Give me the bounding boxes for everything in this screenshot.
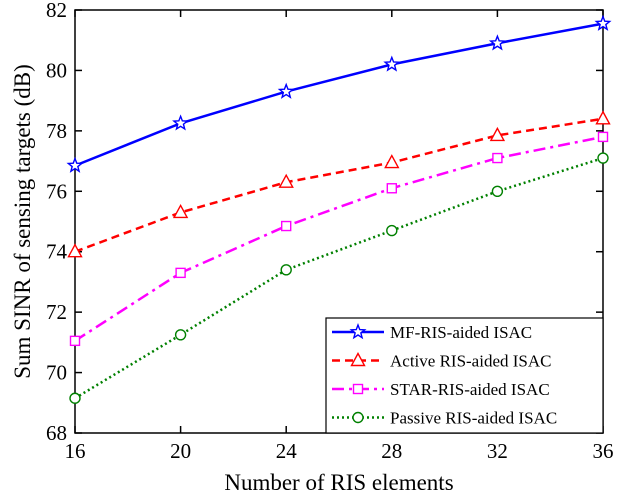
data-point	[66, 156, 84, 173]
x-tick-label: 16	[65, 439, 86, 463]
data-point	[277, 82, 295, 99]
series-2	[67, 110, 611, 258]
y-tick-label: 72	[46, 300, 67, 324]
legend-entry: STAR-RIS-aided ISAC	[332, 380, 550, 399]
y-tick-label: 76	[46, 179, 67, 203]
series-line	[74, 156, 604, 400]
x-tick-label: 24	[276, 439, 298, 463]
x-tick-label: 28	[381, 439, 402, 463]
series-group	[66, 14, 612, 404]
data-point	[595, 110, 611, 125]
legend-label: Passive RIS-aided ISAC	[390, 409, 557, 428]
y-tick-label: 68	[46, 421, 67, 445]
legend-box	[325, 317, 604, 434]
series-line	[74, 117, 604, 253]
series-3	[69, 131, 609, 347]
legend-marker	[350, 352, 366, 367]
data-point	[384, 154, 400, 169]
legend-entry: MF-RIS-aided ISAC	[332, 323, 532, 342]
data-point	[383, 55, 401, 72]
legend-marker	[349, 323, 367, 340]
data-point	[492, 152, 503, 164]
y-tick-label: 82	[46, 0, 67, 22]
legend-label: STAR-RIS-aided ISAC	[390, 380, 550, 399]
x-axis-title: Number of RIS elements	[224, 470, 453, 495]
series-line	[74, 135, 604, 342]
series-line	[74, 22, 604, 167]
x-tick-label: 36	[593, 439, 614, 463]
data-point	[69, 392, 81, 404]
data-point	[175, 267, 186, 279]
series-4	[69, 152, 609, 404]
data-point	[491, 185, 504, 197]
data-point	[281, 220, 292, 232]
data-point	[174, 329, 187, 341]
data-point	[488, 34, 506, 51]
x-tick-label: 32	[487, 439, 508, 463]
y-tick-label: 70	[46, 361, 67, 385]
legend: MF-RIS-aided ISAC Active RIS-aided ISAC ST…	[325, 317, 604, 434]
series-1	[66, 14, 612, 173]
legend-marker	[352, 383, 364, 395]
data-point	[69, 335, 81, 347]
data-point	[386, 183, 397, 194]
data-point	[67, 243, 83, 258]
data-point	[172, 203, 189, 219]
data-point	[597, 131, 609, 143]
data-point	[386, 224, 398, 237]
y-tick-label: 74	[46, 240, 68, 264]
legend-marker	[352, 411, 364, 424]
x-tick-label: 20	[170, 439, 191, 463]
y-tick-label: 80	[46, 58, 67, 82]
legend-entry: Active RIS-aided ISAC	[332, 352, 551, 371]
legend-entry: Passive RIS-aided ISAC	[332, 409, 557, 428]
y-tick-label: 78	[46, 119, 67, 143]
data-point	[280, 264, 292, 276]
data-point	[489, 126, 506, 142]
legend-label: Active RIS-aided ISAC	[390, 352, 551, 371]
y-axis-title: Sum SINR of sensing targets (dB)	[10, 64, 35, 379]
data-point	[172, 114, 190, 131]
data-point	[597, 152, 609, 164]
data-point	[594, 14, 612, 31]
legend-label: MF-RIS-aided ISAC	[390, 323, 532, 342]
data-point	[278, 173, 294, 188]
